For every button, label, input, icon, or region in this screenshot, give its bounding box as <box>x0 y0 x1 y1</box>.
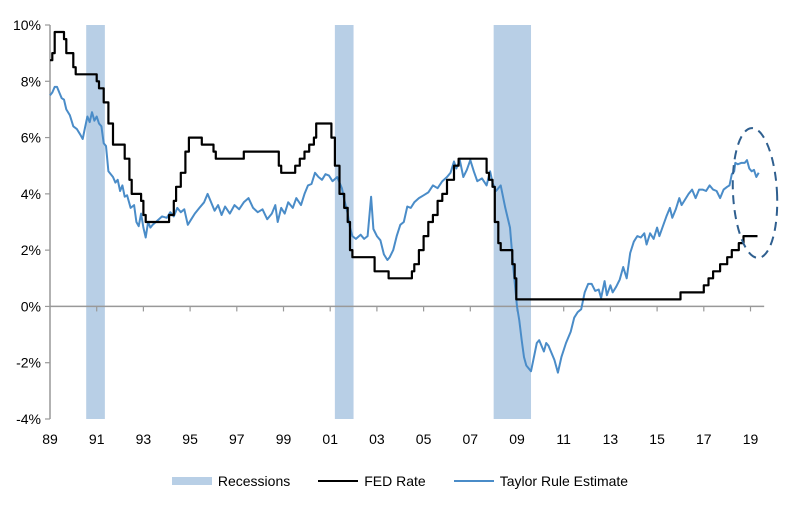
x-tick-label: 95 <box>182 431 198 447</box>
highlight-ellipse <box>731 127 779 259</box>
legend-item-taylor-rule: Taylor Rule Estimate <box>453 473 629 489</box>
x-tick-label: 91 <box>89 431 105 447</box>
x-tick-label: 03 <box>369 431 385 447</box>
x-tick-label: 07 <box>463 431 479 447</box>
x-tick-label: 97 <box>229 431 245 447</box>
x-tick-label: 17 <box>696 431 712 447</box>
axis-layer: 10% 8% 6% 4% 2% 0% -2% -4%89 91 93 95 97 99 01 03 05 07 0… <box>13 17 765 447</box>
x-tick-label: 09 <box>509 431 525 447</box>
y-tick-label: 4% <box>21 186 41 202</box>
y-tick-label: 10% <box>13 17 41 33</box>
plot-area: 10% 8% 6% 4% 2% 0% -2% -4%89 91 93 95 97 99 01 03 05 07 0… <box>13 17 779 447</box>
legend-swatch-taylor-rule <box>453 480 494 482</box>
x-tick-label: 93 <box>136 431 152 447</box>
recession-layer <box>86 25 532 419</box>
fed-rate-line <box>50 30 758 301</box>
taylor-rule-estimate-line <box>49 85 760 374</box>
x-tick-label: 11 <box>556 431 571 447</box>
series-layer <box>49 30 760 374</box>
legend: Recessions FED Rate Taylor Rule Estimate <box>0 468 800 494</box>
x-tick-label: 01 <box>322 431 338 447</box>
legend-label-recessions: Recessions <box>217 473 291 489</box>
y-tick-label: 8% <box>21 73 41 89</box>
x-tick-label: 89 <box>42 431 58 447</box>
y-tick-label: -4% <box>16 411 41 427</box>
legend-item-fed-rate: FED Rate <box>318 473 426 489</box>
legend-item-recessions: Recessions <box>171 473 291 489</box>
y-tick-label: 2% <box>21 242 41 258</box>
x-tick-label: 05 <box>416 431 432 447</box>
x-tick-label: 13 <box>603 431 619 447</box>
x-tick-label: 19 <box>743 431 759 447</box>
x-tick-label: 99 <box>276 431 292 447</box>
legend-label-taylor-rule: Taylor Rule Estimate <box>499 473 629 489</box>
y-tick-label: 6% <box>21 130 41 146</box>
legend-swatch-fed-rate <box>318 480 359 482</box>
recession-band <box>334 25 354 419</box>
legend-label-fed-rate: FED Rate <box>364 473 426 489</box>
recession-band <box>493 25 532 419</box>
y-tick-label: -2% <box>16 355 41 371</box>
annotation-layer <box>731 127 779 259</box>
x-tick-label: 15 <box>649 431 665 447</box>
legend-swatch-recessions <box>171 477 212 485</box>
y-tick-label: 0% <box>21 298 41 314</box>
recession-band <box>86 25 105 419</box>
